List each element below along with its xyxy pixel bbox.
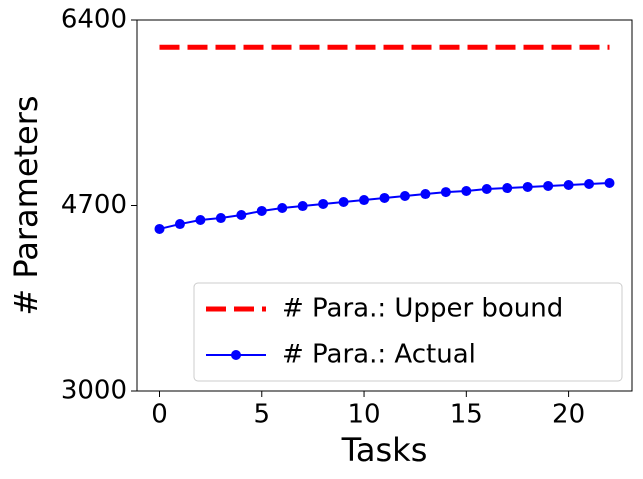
point xyxy=(584,179,595,190)
x-tick-label: 0 xyxy=(151,400,168,430)
point xyxy=(195,215,206,226)
point xyxy=(604,178,615,189)
y-axis-label: # Parameters xyxy=(7,95,45,315)
point xyxy=(318,198,329,209)
point xyxy=(440,187,451,198)
x-tick-label: 10 xyxy=(347,400,380,430)
y-tick-label: 4700 xyxy=(61,190,127,220)
point xyxy=(399,191,410,202)
x-tick-label: 15 xyxy=(450,400,483,430)
legend-label: # Para.: Actual xyxy=(282,340,476,370)
legend-box xyxy=(193,282,623,382)
x-tick-label: 5 xyxy=(253,400,270,430)
y-tick-label: 6400 xyxy=(61,5,127,35)
point xyxy=(522,181,533,192)
point xyxy=(420,189,431,200)
point xyxy=(256,205,267,216)
legend-label: # Para.: Upper bound xyxy=(282,294,563,324)
point xyxy=(502,183,513,194)
point xyxy=(174,219,185,230)
legend-marker xyxy=(231,350,241,360)
point xyxy=(563,179,574,190)
point xyxy=(379,192,390,203)
point xyxy=(461,185,472,196)
point xyxy=(297,201,308,212)
point xyxy=(338,197,349,208)
point xyxy=(359,195,370,206)
point xyxy=(481,184,492,195)
point xyxy=(236,209,247,220)
point xyxy=(543,180,554,191)
point xyxy=(277,203,288,214)
y-tick-label: 3000 xyxy=(61,376,127,406)
point xyxy=(215,213,226,224)
series-line xyxy=(159,182,610,230)
x-tick-label: 20 xyxy=(552,400,585,430)
x-axis-label: Tasks xyxy=(341,431,428,469)
point xyxy=(154,223,165,234)
